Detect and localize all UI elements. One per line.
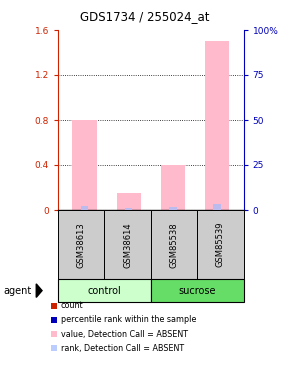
Bar xyxy=(125,209,132,210)
Text: count: count xyxy=(61,301,84,310)
Polygon shape xyxy=(36,284,42,297)
Text: value, Detection Call = ABSENT: value, Detection Call = ABSENT xyxy=(61,330,188,339)
Text: percentile rank within the sample: percentile rank within the sample xyxy=(61,315,196,324)
Text: GSM38614: GSM38614 xyxy=(123,222,132,267)
Text: GDS1734 / 255024_at: GDS1734 / 255024_at xyxy=(80,10,210,23)
Text: rank, Detection Call = ABSENT: rank, Detection Call = ABSENT xyxy=(61,344,184,353)
Text: control: control xyxy=(88,286,121,296)
Bar xyxy=(161,165,185,210)
Bar xyxy=(81,206,88,210)
Text: GSM38613: GSM38613 xyxy=(77,222,86,268)
Text: GSM85538: GSM85538 xyxy=(169,222,179,267)
Text: sucrose: sucrose xyxy=(178,286,216,296)
Bar xyxy=(117,193,141,210)
Bar xyxy=(72,120,97,210)
Text: agent: agent xyxy=(3,286,31,296)
Bar xyxy=(213,204,221,210)
Bar xyxy=(169,207,177,210)
Text: GSM85539: GSM85539 xyxy=(216,222,225,267)
Bar xyxy=(205,41,229,210)
